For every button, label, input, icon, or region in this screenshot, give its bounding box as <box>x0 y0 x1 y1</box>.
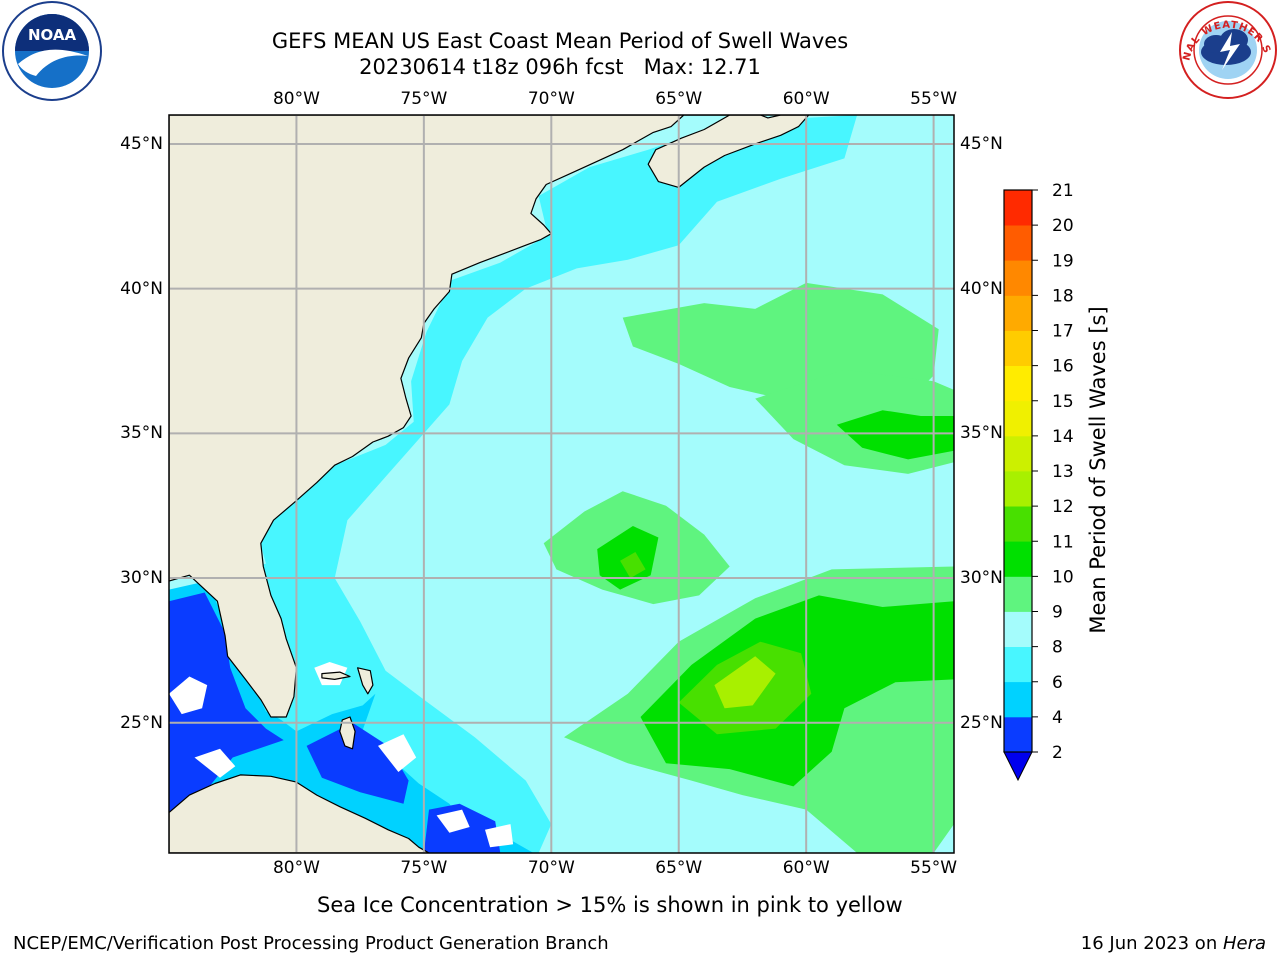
noaa-logo-text: NOAA <box>28 26 77 44</box>
colorbar-tick-label: 9 <box>1052 603 1063 623</box>
axis-tick-label: 35°N <box>120 423 163 444</box>
colorbar-segment <box>1004 471 1032 507</box>
axis-tick-label: 25°N <box>120 712 163 733</box>
colorbar-tick-label: 16 <box>1052 357 1074 377</box>
sea-ice-note: Sea Ice Concentration > 15% is shown in … <box>317 893 903 917</box>
axis-tick-label: 35°N <box>960 423 1003 444</box>
colorbar-segment <box>1004 295 1032 331</box>
colorbar-segment <box>1004 260 1032 296</box>
map-plot-area <box>169 115 954 853</box>
axis-tick-label: 65°W <box>655 858 703 878</box>
axis-tick-label: 70°W <box>527 89 575 109</box>
noaa-logo: NOAA <box>0 0 104 104</box>
title-line-1: GEFS MEAN US East Coast Mean Period of S… <box>271 29 849 53</box>
land-andros <box>339 716 356 750</box>
colorbar-tick-label: 4 <box>1052 708 1063 728</box>
axis-tick-label: 45°N <box>960 133 1003 154</box>
colorbar-tick-label: 19 <box>1052 251 1074 271</box>
nws-logo: NATIONAL WEATHER SERVICE <box>1171 0 1280 104</box>
colorbar-tick-label: 6 <box>1052 673 1063 693</box>
colorbar-segment <box>1004 435 1032 472</box>
colorbar-tick-label: 18 <box>1052 286 1074 306</box>
land-grand-bahama <box>321 671 351 681</box>
colorbar-tick-label: 14 <box>1052 427 1074 447</box>
colorbar-segment <box>1004 190 1032 226</box>
colorbar-segment <box>1004 681 1032 718</box>
axis-tick-label: 30°N <box>120 568 163 589</box>
colorbar-tick-label: 13 <box>1052 462 1074 482</box>
swell-period-region <box>714 656 776 709</box>
colorbar-segment <box>1004 365 1032 402</box>
axis-tick-label: 75°W <box>400 89 448 109</box>
axis-tick-label: 65°W <box>655 89 703 109</box>
axis-tick-label: 40°N <box>960 278 1003 299</box>
swell-period-region <box>169 592 284 825</box>
swell-period-region <box>620 552 646 579</box>
axis-tick-label: 80°W <box>272 858 320 878</box>
colorbar-segment <box>1004 611 1032 647</box>
colorbar-under-arrow <box>1003 751 1033 782</box>
colorbar-tick-label: 2 <box>1052 743 1063 763</box>
colorbar-tick-label: 11 <box>1052 532 1074 552</box>
colorbar-tick-label: 12 <box>1052 497 1074 517</box>
map-frame <box>168 114 955 854</box>
axis-tick-label: 45°N <box>120 133 163 154</box>
colorbar-segment <box>1004 576 1032 612</box>
colorbar: 2 4 6 8 9 10 11 12 13 14 15 16 17 18 19 20 21 <box>1003 181 1074 782</box>
colorbar-tick-label: 17 <box>1052 322 1074 342</box>
no-data-patch <box>169 676 208 715</box>
title-line-2: 20230614 t18z 096h fcst Max: 12.71 <box>359 55 761 79</box>
credit-text: NCEP/EMC/Verification Post Processing Pr… <box>13 933 609 954</box>
colorbar-tick-label: 20 <box>1052 216 1074 236</box>
axis-tick-label: 55°W <box>910 858 958 878</box>
axis-tick-label: 60°W <box>782 858 830 878</box>
colorbar-tick-label: 10 <box>1052 567 1074 587</box>
colorbar-label: Mean Period of Swell Waves [s] <box>1086 306 1110 634</box>
colorbar-segment <box>1004 225 1032 261</box>
colorbar-segment <box>1004 716 1032 753</box>
land-abaco <box>357 667 374 695</box>
axis-tick-label: 75°W <box>400 858 448 878</box>
no-data-patch <box>378 734 417 772</box>
no-data-patch <box>485 824 514 848</box>
axis-tick-label: 60°W <box>782 89 830 109</box>
swell-period-region <box>306 722 409 804</box>
date-text: 16 Jun 2023 on <box>1080 933 1223 954</box>
colorbar-tick-label: 15 <box>1052 392 1074 412</box>
axis-tick-label: 40°N <box>120 278 163 299</box>
axis-tick-label: 55°W <box>910 89 958 109</box>
no-data-patch <box>436 809 470 833</box>
colorbar-segment <box>1004 330 1032 366</box>
colorbar-segment <box>1004 646 1032 683</box>
colorbar-segment <box>1004 506 1032 542</box>
axis-tick-label: 80°W <box>272 89 320 109</box>
host-text: Hera <box>1222 933 1266 954</box>
colorbar-segment <box>1004 541 1032 577</box>
swell-period-region <box>836 410 954 460</box>
axis-tick-label: 30°N <box>960 568 1003 589</box>
colorbar-segment <box>1004 400 1032 437</box>
colorbar-tick-label: 8 <box>1052 638 1063 658</box>
no-data-patch <box>194 748 236 778</box>
date-stamp: 16 Jun 2023 on Hera <box>1081 933 1266 955</box>
colorbar-tick-label: 21 <box>1052 181 1074 201</box>
axis-tick-label: 25°N <box>960 712 1003 733</box>
axis-tick-label: 70°W <box>527 858 575 878</box>
land-north-america <box>169 115 810 718</box>
land-cuba <box>169 774 430 853</box>
